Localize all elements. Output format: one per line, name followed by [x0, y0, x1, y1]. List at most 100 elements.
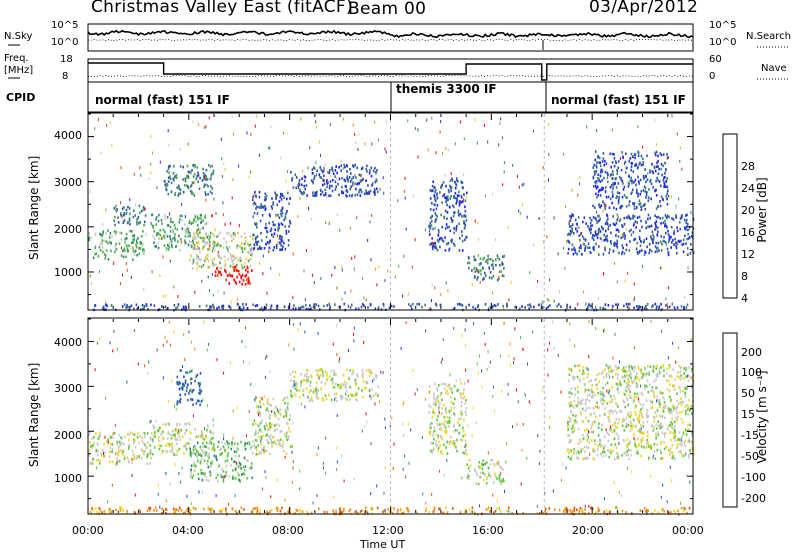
echo-cell	[596, 453, 599, 457]
echo-cell	[236, 263, 238, 267]
scatter-region	[428, 177, 468, 252]
echo-cell	[337, 384, 340, 387]
echo-cell	[168, 171, 170, 174]
echo-cell	[197, 180, 199, 184]
echo-cell	[323, 179, 325, 183]
echo-cell	[286, 197, 288, 201]
echo-cell	[661, 425, 664, 428]
echo-cell	[320, 368, 323, 371]
echo-cell	[472, 305, 474, 309]
echo-cell	[275, 507, 278, 510]
echo-cell	[670, 398, 672, 402]
echo-cell	[604, 443, 607, 447]
echo-cell	[441, 452, 443, 455]
echo-cell	[672, 455, 674, 458]
echo-cell	[184, 241, 187, 244]
echo-cell	[144, 207, 146, 211]
echo-cell	[533, 243, 535, 247]
echo-cell	[299, 189, 301, 192]
echo-cell	[367, 184, 369, 187]
echo-cell	[244, 283, 247, 286]
echo-cell	[203, 438, 206, 441]
echo-cell	[492, 259, 494, 263]
echo-cell	[273, 424, 276, 427]
echo-cell	[341, 268, 343, 272]
echo-cell	[660, 235, 662, 238]
echo-cell	[369, 303, 372, 307]
echo-cell	[602, 395, 604, 399]
echo-cell	[241, 250, 244, 253]
echo-cell	[318, 375, 321, 378]
echo-cell	[636, 205, 638, 209]
echo-cell	[180, 386, 183, 390]
echo-cell	[244, 465, 247, 468]
echo-cell	[435, 188, 437, 192]
echo-cell	[101, 511, 103, 514]
echo-cell	[625, 196, 627, 199]
echo-cell	[474, 270, 477, 273]
echo-cell	[672, 368, 674, 371]
echo-cell	[458, 190, 460, 194]
echo-cell	[220, 475, 222, 478]
echo-cell	[204, 453, 207, 457]
echo-cell	[243, 508, 245, 511]
echo-cell	[236, 275, 238, 279]
echo-cell	[192, 452, 194, 455]
echo-cell	[256, 453, 259, 456]
echo-cell	[132, 246, 135, 249]
echo-cell	[571, 230, 573, 233]
echo-cell	[303, 374, 306, 378]
echo-cell	[319, 140, 321, 144]
echo-cell	[465, 235, 468, 239]
echo-cell	[202, 451, 205, 455]
echo-cell	[625, 451, 627, 454]
echo-cell	[214, 270, 217, 274]
echo-cell	[202, 247, 204, 250]
echo-cell	[651, 457, 654, 460]
echo-cell	[323, 167, 325, 171]
echo-cell	[546, 235, 548, 239]
echo-cell	[169, 212, 171, 216]
echo-cell	[239, 257, 241, 260]
echo-cell	[446, 203, 448, 207]
echo-cell	[199, 403, 201, 407]
echo-cell	[340, 394, 343, 397]
echo-cell	[533, 129, 534, 133]
echo-cell	[494, 238, 496, 242]
echo-cell	[215, 476, 217, 480]
echo-cell	[195, 220, 197, 224]
echo-cell	[651, 305, 653, 309]
echo-cell	[635, 382, 638, 385]
echo-cell	[177, 509, 180, 512]
echo-cell	[431, 214, 433, 218]
echo-cell	[283, 241, 285, 245]
echo-cell	[567, 448, 569, 451]
echo-cell	[630, 365, 633, 369]
echo-cell	[153, 431, 156, 435]
echo-cell	[578, 369, 581, 373]
echo-cell	[627, 413, 629, 417]
echo-cell	[633, 215, 636, 218]
echo-cell	[187, 185, 189, 188]
echo-cell	[567, 423, 569, 426]
echo-cell	[316, 125, 317, 129]
echo-cell	[631, 381, 634, 385]
echo-cell	[280, 244, 282, 247]
echo-cell	[664, 432, 667, 435]
echo-cell	[447, 148, 449, 152]
echo-cell	[107, 241, 109, 245]
echo-cell	[123, 457, 126, 461]
echo-cell	[521, 305, 523, 308]
echo-cell	[428, 404, 430, 407]
echo-cell	[249, 447, 252, 451]
echo-cell	[621, 204, 624, 208]
echo-cell	[234, 280, 237, 284]
echo-cell	[628, 369, 631, 372]
echo-cell	[126, 244, 128, 248]
echo-cell	[615, 234, 617, 237]
echo-cell	[205, 241, 207, 245]
echo-cell	[684, 234, 686, 238]
echo-cell	[274, 223, 276, 227]
echo-cell	[166, 307, 168, 311]
echo-cell	[184, 235, 187, 238]
